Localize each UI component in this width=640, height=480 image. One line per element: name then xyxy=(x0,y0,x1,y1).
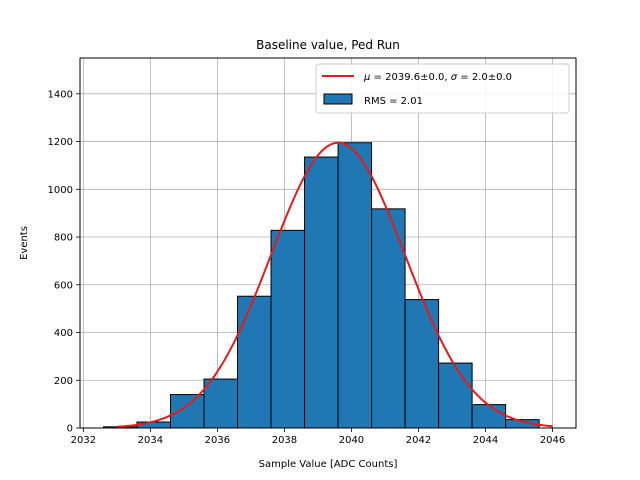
histogram-bar xyxy=(203,378,239,429)
y-tick-label: 1200 xyxy=(48,137,73,148)
legend: μ = 2039.6±0.0, σ = 2.0±0.0 RMS = 2.01 xyxy=(315,63,570,114)
plot-frame xyxy=(79,57,577,429)
x-axis-ticks: 2032 2034 2036 2038 2040 2042 2044 2046 xyxy=(71,428,565,446)
legend-fit-label: μ = 2039.6±0.0, σ = 2.0±0.0 xyxy=(363,72,512,83)
x-tick-label: 2046 xyxy=(540,435,565,446)
fit-curve-layer xyxy=(116,141,553,428)
legend-sigma-value: = 2.0±0.0 xyxy=(457,72,512,83)
y-tick-label: 1000 xyxy=(48,185,73,196)
legend-box xyxy=(315,63,570,114)
x-tick-label: 2036 xyxy=(205,435,230,446)
legend-sigma-symbol: σ xyxy=(451,72,458,83)
y-tick-label: 1400 xyxy=(48,89,73,100)
legend-mu-symbol: μ xyxy=(363,72,370,83)
histogram-bars xyxy=(102,142,540,429)
y-tick-label: 0 xyxy=(67,424,73,435)
histogram-bar xyxy=(169,394,205,429)
fit-curve xyxy=(116,141,553,428)
x-tick-label: 2040 xyxy=(339,435,364,446)
histogram-bar xyxy=(471,404,507,429)
histogram-bar xyxy=(237,295,272,429)
legend-mu-value: = 2039.6±0.0, xyxy=(370,72,450,83)
x-tick-label: 2038 xyxy=(272,435,297,446)
y-tick-label: 800 xyxy=(54,233,73,244)
x-axis-label: Sample Value [ADC Counts] xyxy=(259,459,398,470)
y-tick-label: 400 xyxy=(54,328,73,339)
chart-title: Baseline value, Ped Run xyxy=(256,38,400,52)
x-tick-label: 2034 xyxy=(138,435,163,446)
legend-hist-swatch xyxy=(323,93,353,105)
y-axis-label: Events xyxy=(19,226,30,260)
y-tick-label: 600 xyxy=(54,280,73,291)
y-tick-label: 200 xyxy=(54,376,73,387)
histogram-bar xyxy=(337,142,373,429)
histogram-bar xyxy=(371,208,406,429)
x-tick-label: 2032 xyxy=(71,435,96,446)
histogram-bar xyxy=(438,362,473,429)
histogram-bar xyxy=(304,156,339,429)
x-tick-label: 2042 xyxy=(406,435,431,446)
x-tick-label: 2044 xyxy=(473,435,498,446)
histogram-bar xyxy=(404,299,440,429)
legend-hist-label: RMS = 2.01 xyxy=(364,96,423,107)
histogram-bar xyxy=(270,229,306,429)
y-axis-ticks: 0 200 400 600 800 1000 1200 1400 xyxy=(48,89,80,435)
